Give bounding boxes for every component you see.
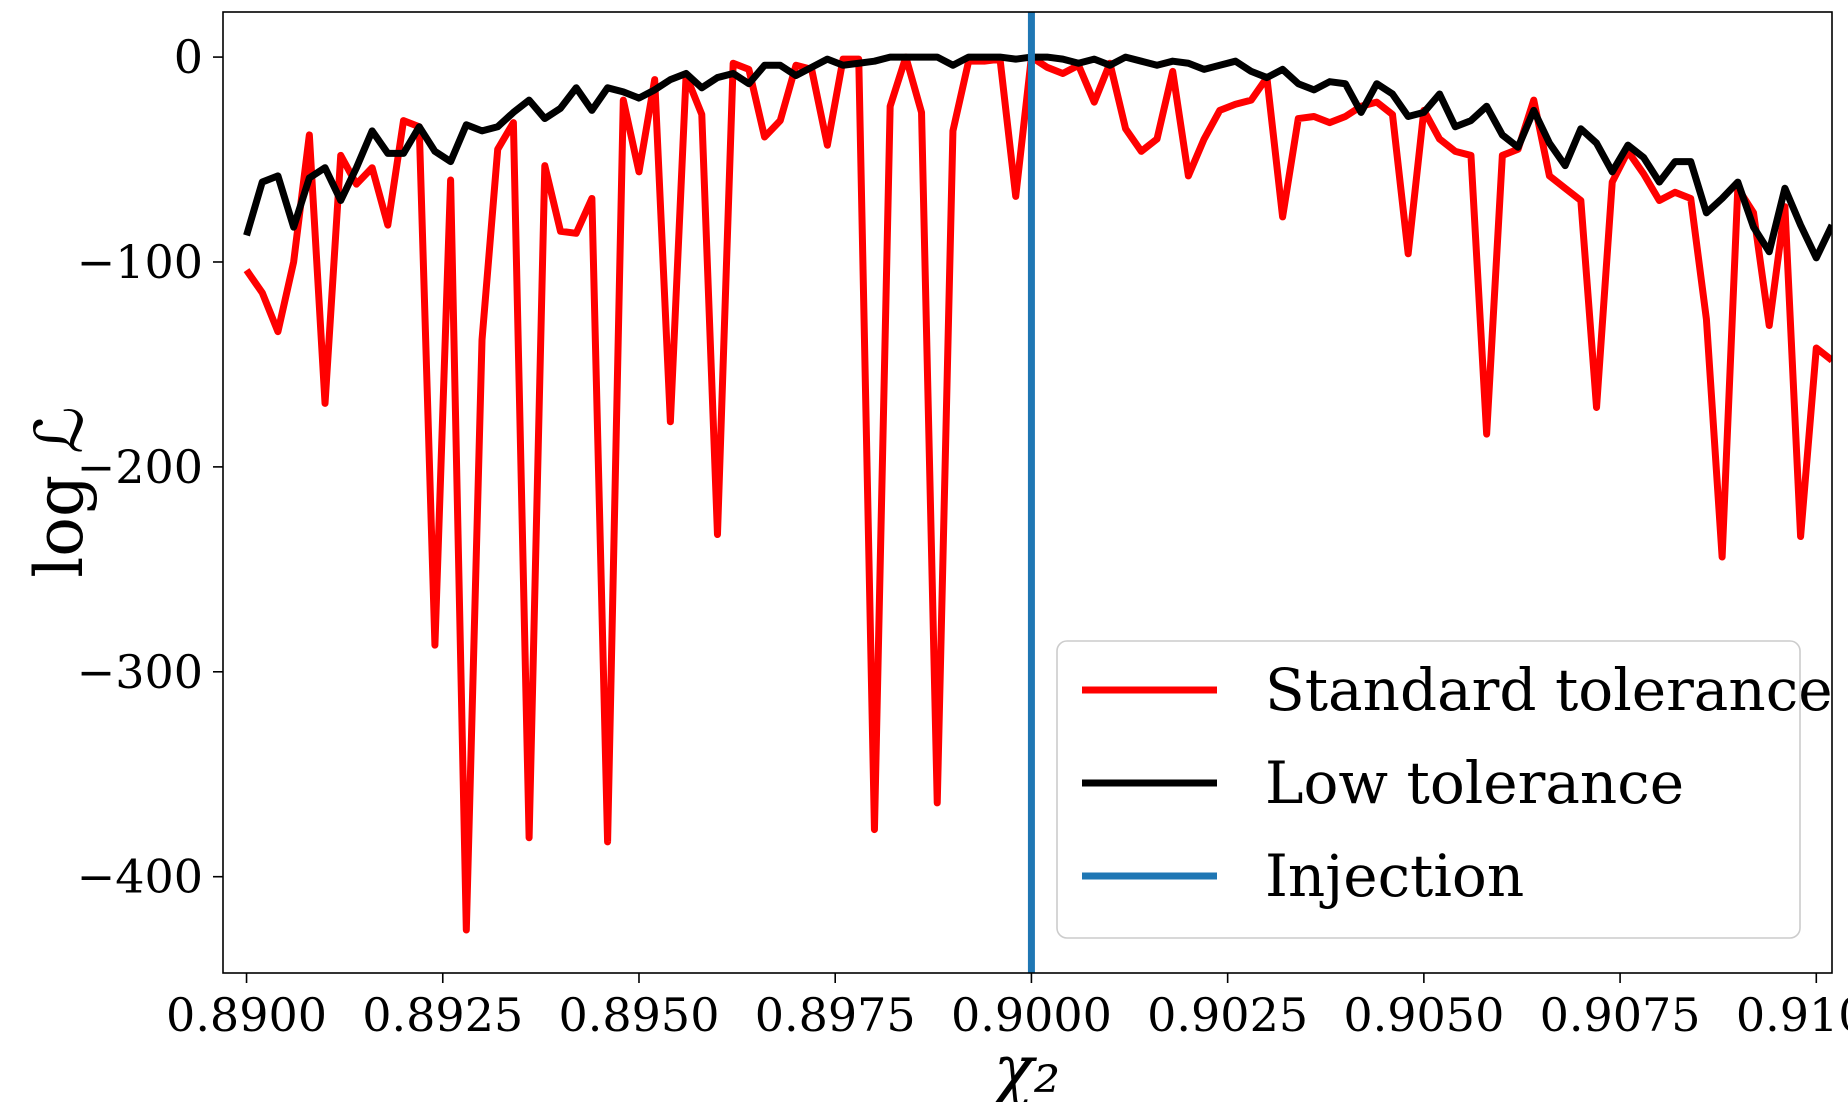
x-tick-label: 0.8925 [362, 988, 523, 1042]
x-tick-label: 0.9050 [1343, 988, 1504, 1042]
y-tick-label: −200 [77, 440, 203, 494]
x-tick-label: 0.8950 [559, 988, 720, 1042]
x-axis: 0.8900 0.8925 0.8950 0.8975 0.9000 0.9025 0.90… [166, 973, 1848, 1042]
y-tick-label: −100 [77, 235, 203, 289]
series-line-standard-tolerance [243, 53, 1832, 934]
y-tick-label: 0 [174, 30, 203, 84]
legend-box [1056, 640, 1801, 939]
x-axis-label: χ₂ [990, 1031, 1060, 1102]
y-tick-label: −300 [77, 645, 203, 699]
legend-label-standard: Standard tolerance [1265, 656, 1833, 724]
series-line-low-tolerance [243, 53, 1832, 262]
x-tick-label: 0.8900 [166, 988, 327, 1042]
x-tick-label: 0.9100 [1736, 988, 1848, 1042]
x-tick-label: 0.9025 [1147, 988, 1308, 1042]
legend-label-low: Low tolerance [1265, 749, 1684, 817]
legend-label-injection: Injection [1265, 842, 1524, 910]
x-tick-label: 0.8975 [755, 988, 916, 1042]
plot-frame [222, 11, 1833, 974]
legend: Standard tolerance Low tolerance Injecti… [1056, 640, 1833, 939]
x-tick-label: 0.9000 [951, 988, 1112, 1042]
y-axis-label: log ℒ [21, 406, 98, 578]
y-axis: 0 −100 −200 −300 −400 [77, 30, 223, 904]
x-tick-label: 0.9075 [1540, 988, 1701, 1042]
y-tick-label: −400 [77, 850, 203, 904]
